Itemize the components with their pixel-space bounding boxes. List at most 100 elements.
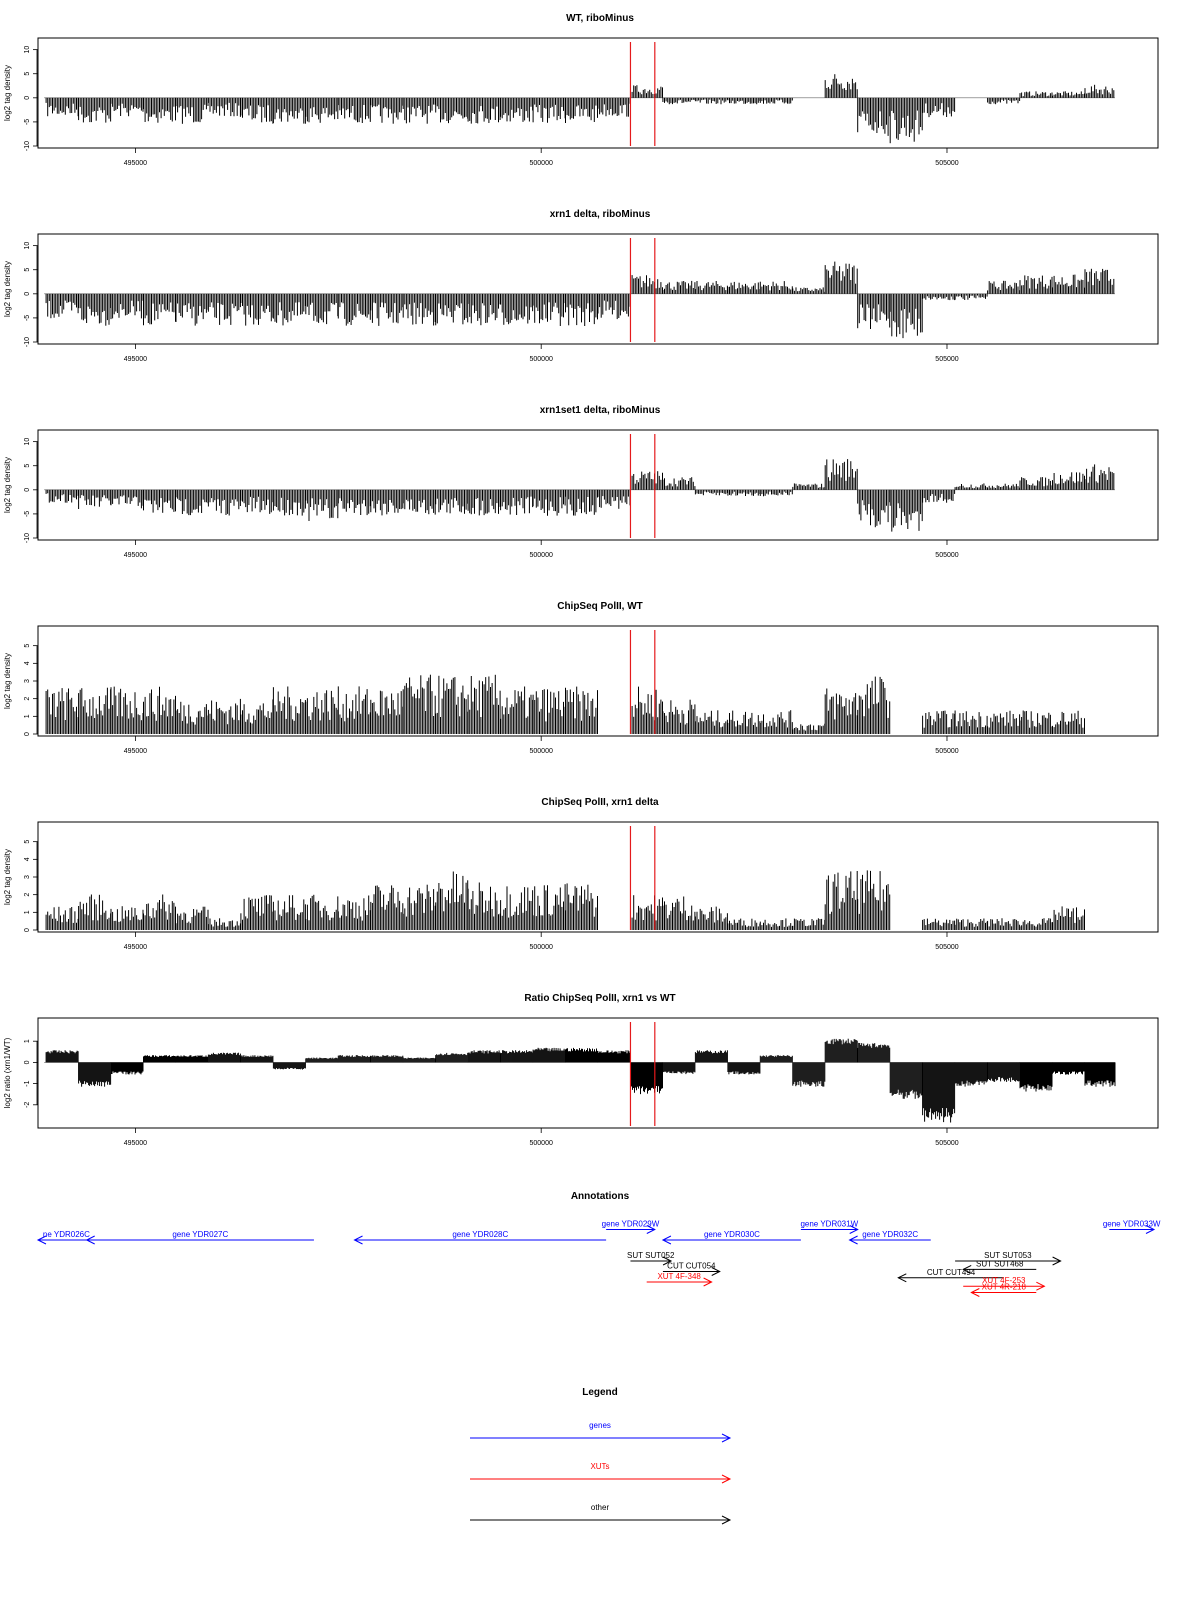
y-tick-label: -5 [24,511,31,517]
bar [1052,91,1085,98]
bar [824,459,858,490]
bar [402,97,436,124]
bar [694,97,728,105]
panel-title: ChipSeq PolII, xrn1 delta [541,797,659,808]
annotation-label: gene YDR031W [800,1220,858,1229]
bar [565,97,598,123]
annotation-label: gene YDR030C [704,1230,760,1239]
bar [630,471,663,490]
y-axis-label: log2 tag density [3,65,12,121]
bar [565,1047,598,1063]
bar [337,489,371,516]
bar [272,895,306,930]
y-axis-label: log2 ratio (xrn1/WT) [3,1037,12,1108]
annotation-cut-cut494: CUT CUT494 [897,1268,1004,1283]
bar [759,1055,793,1063]
bar [532,689,566,734]
panel-6: Ratio ChipSeq PolII, xrn1 vs WT -2 -1 0 1 log… [3,993,1159,1147]
bar [987,483,1021,490]
bar [467,293,501,326]
y-tick-label: 10 [24,242,31,250]
bar [857,1042,891,1063]
legend-item-other: other [470,1503,732,1525]
bar [337,97,371,123]
bar [792,723,826,734]
y-tick-label: -10 [24,141,31,151]
annotations-title: Annotations [571,1191,630,1202]
bar [240,895,274,930]
bar [922,1062,956,1123]
bar [78,1062,112,1087]
bar [467,882,501,930]
bar [78,489,112,509]
annotation-gene-ydr028c: gene YDR028C [353,1230,607,1245]
annotation-label: XUT 4F-348 [657,1272,701,1281]
y-tick-label: -10 [24,337,31,347]
bar [727,918,761,930]
bar [565,489,598,516]
bar [824,1038,858,1063]
bar [272,489,306,516]
bar [597,1050,631,1063]
bar [175,293,209,326]
bar [727,1062,761,1075]
y-tick-label: 10 [24,46,31,54]
bar [207,97,241,117]
y-tick-label: -5 [24,315,31,321]
y-axis-label: log2 tag density [3,653,12,709]
bar [987,918,1021,930]
bar [694,906,728,930]
legend-label: XUTs [590,1462,609,1471]
panel-5: ChipSeq PolII, xrn1 delta 0 1 2 3 4 5 log2 tag … [3,797,1159,951]
bar [500,1050,534,1063]
bar [305,1057,339,1063]
panel-title: ChipSeq PolII, WT [557,601,643,612]
annotation-gene-ydr032c: gene YDR032C [848,1230,931,1245]
bar [889,1062,923,1099]
bar [143,489,176,513]
bar [954,918,988,930]
bar [175,489,209,516]
bar [207,698,241,734]
bar [987,97,1021,105]
annotation-label: ne YDR026C [43,1230,90,1239]
bar [305,489,339,521]
bar [467,97,501,124]
y-tick-label: 4 [24,661,31,665]
y-tick-label: 5 [24,268,31,272]
bar [857,97,891,136]
bar [240,489,274,514]
x-tick-label: 495000 [124,748,147,755]
bar [45,293,79,319]
annotation-gene-ydr033w: gene YDR033W [1103,1220,1161,1234]
y-tick-label: 5 [24,464,31,468]
bar [143,97,176,123]
bar [824,871,858,930]
bar [1052,1062,1085,1075]
bar [240,293,274,326]
annotation-ne-ydr026c: ne YDR026C [36,1230,95,1245]
x-tick-label: 495000 [124,944,147,951]
bar [337,1055,371,1063]
y-axis-label: log2 tag density [3,457,12,513]
bar [78,97,112,123]
y-tick-label: 1 [24,714,31,718]
bar [857,489,891,528]
bar [565,686,598,734]
bar [662,699,696,734]
bar [987,710,1021,734]
y-tick-label: 1 [24,1039,31,1043]
annotation-label: XUT 4F-253 [982,1276,1026,1285]
bar [272,97,306,124]
bar [889,97,923,144]
bar [1084,84,1115,98]
legend-label: genes [589,1421,611,1430]
bar [1019,275,1053,294]
bar [759,281,793,294]
bar [954,1062,988,1087]
bar [337,895,371,930]
bar [110,686,144,734]
bar [792,483,826,490]
plot-frame [37,37,1159,149]
bar [565,293,598,326]
